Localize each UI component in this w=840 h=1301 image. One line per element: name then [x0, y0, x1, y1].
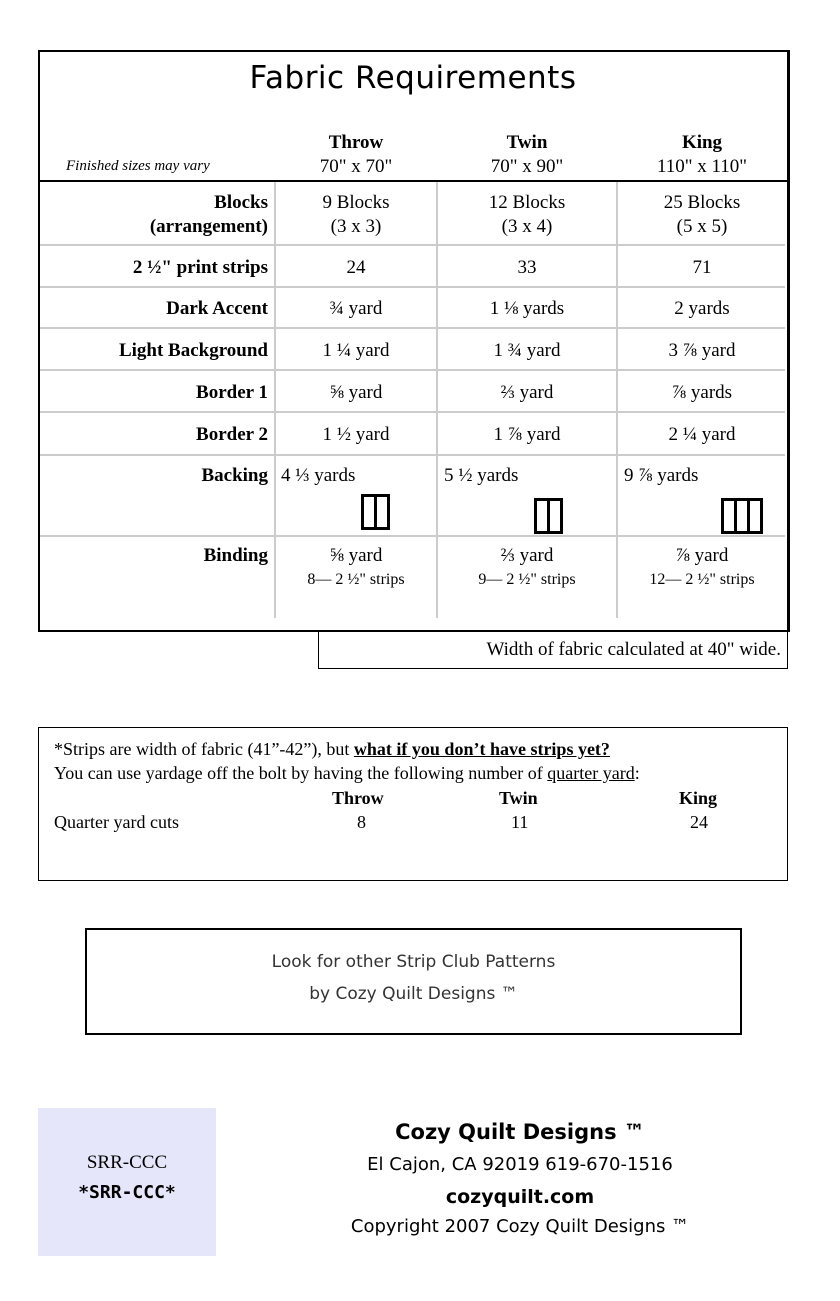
cell: 25 Blocks (5 x 5)	[663, 192, 741, 237]
backing-panels-icon	[534, 498, 563, 534]
row-divider	[40, 411, 785, 413]
width-note: Width of fabric calculated at 40" wide.	[486, 639, 781, 660]
website-link[interactable]: cozyquilt.com	[445, 1186, 595, 1208]
sizes-note: Finished sizes may vary	[66, 158, 210, 174]
company-name: Cozy Quilt Designs ™	[395, 1120, 645, 1144]
cell: ⅔ yard 9— 2 ½" strips	[478, 545, 576, 588]
sku-label: SRR-CCC *SRR-CCC*	[38, 1108, 216, 1256]
cell: 1 ¼ yard	[322, 340, 390, 361]
cell: 24	[346, 257, 366, 278]
header-throw: Throw	[332, 788, 384, 808]
row-label-light-background: Light Background	[118, 340, 268, 361]
row-divider	[40, 327, 785, 329]
cell: ⅞ yards	[671, 382, 733, 403]
row-label-backing: Backing	[201, 465, 268, 486]
row-divider	[40, 286, 785, 288]
cell: 71	[692, 257, 712, 278]
strips-info-box: *Strips are width of fabric (41”-42”), b…	[38, 727, 788, 881]
cell: ⅞ yard 12— 2 ½" strips	[649, 545, 755, 588]
row-label-border-2: Border 2	[196, 424, 268, 445]
row-label-print-strips: 2 ½" print strips	[132, 257, 268, 278]
quarter-yard-throw: 8	[357, 812, 366, 832]
cell: 1 ⅛ yards	[489, 298, 565, 319]
row-divider	[40, 369, 785, 371]
cell: 4 ⅓ yards	[281, 465, 356, 486]
row-label-border-1: Border 1	[196, 382, 268, 403]
row-label-dark-accent: Dark Accent	[166, 298, 268, 319]
cell: 9 ⅞ yards	[624, 465, 699, 486]
cell: 5 ½ yards	[444, 465, 519, 486]
cell: 1 ¾ yard	[493, 340, 561, 361]
promo-line-2: by Cozy Quilt Designs ™	[309, 984, 518, 1004]
row-divider	[40, 244, 785, 246]
row-label-blocks: Blocks (arrangement)	[149, 192, 268, 237]
column-divider	[616, 182, 618, 618]
header-king: King	[679, 788, 718, 808]
fabric-requirements-table	[38, 50, 790, 632]
copyright: Copyright 2007 Cozy Quilt Designs ™	[350, 1216, 690, 1237]
width-note-box: Width of fabric calculated at 40" wide.	[318, 630, 788, 669]
backing-panels-icon	[361, 494, 390, 530]
cell: ⅔ yard	[500, 382, 554, 403]
header-divider	[38, 180, 788, 182]
cell: ⅝ yard	[329, 382, 383, 403]
column-header-twin: Twin 70" x 90"	[490, 132, 564, 177]
quarter-yard-label: Quarter yard cuts	[54, 812, 179, 832]
cell: ⅝ yard 8— 2 ½" strips	[307, 545, 405, 588]
quarter-yard-king: 24	[690, 812, 708, 832]
cell: 2 yards	[674, 298, 730, 319]
cell: 1 ½ yard	[322, 424, 390, 445]
promo-box: Look for other Strip Club Patterns by Co…	[85, 928, 742, 1035]
cell: 12 Blocks (3 x 4)	[488, 192, 566, 237]
column-header-king: King 110" x 110"	[656, 132, 748, 177]
cell: 3 ⅞ yard	[668, 340, 736, 361]
page-title: Fabric Requirements	[249, 60, 577, 96]
row-divider	[40, 535, 785, 537]
column-divider	[274, 182, 276, 618]
column-divider	[436, 182, 438, 618]
cell: 1 ⅞ yard	[493, 424, 561, 445]
row-divider	[40, 454, 785, 456]
cell: 2 ¼ yard	[668, 424, 736, 445]
strips-line-2: You can use yardage off the bolt by havi…	[54, 763, 640, 783]
backing-panels-icon	[721, 498, 763, 534]
barcode: *SRR-CCC*	[78, 1182, 176, 1203]
strips-line-1: *Strips are width of fabric (41”-42”), b…	[54, 739, 610, 759]
cell: 9 Blocks (3 x 3)	[322, 192, 390, 237]
cell: 33	[517, 257, 537, 278]
row-label-binding: Binding	[203, 545, 268, 566]
quarter-yard-twin: 11	[511, 812, 529, 832]
cell: ¾ yard	[329, 298, 383, 319]
company-address: El Cajon, CA 92019 619-670-1516	[367, 1154, 673, 1175]
promo-line-1: Look for other Strip Club Patterns	[271, 952, 556, 972]
sku-code: SRR-CCC	[86, 1152, 168, 1173]
header-twin: Twin	[499, 788, 538, 808]
column-header-throw: Throw 70" x 70"	[319, 132, 393, 177]
